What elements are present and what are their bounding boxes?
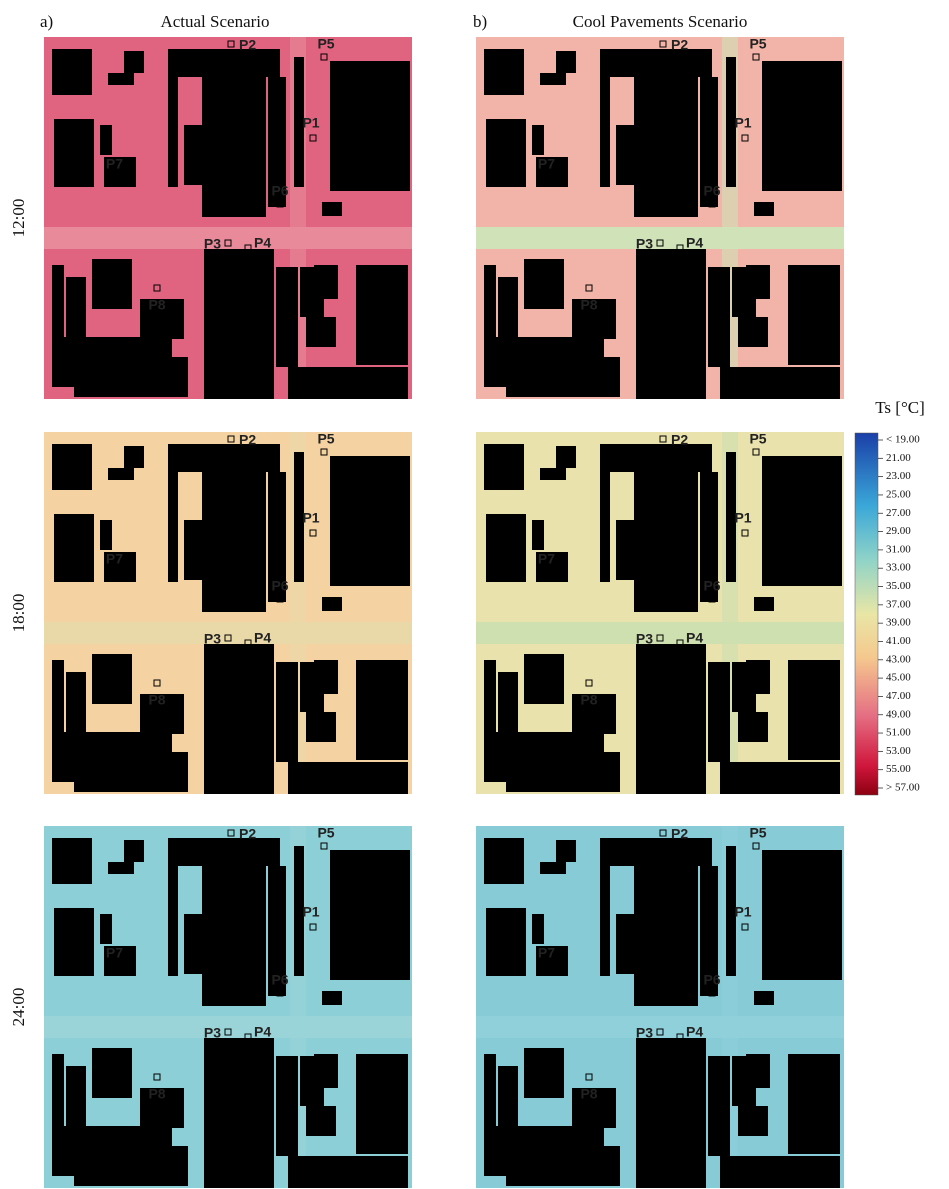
point-label: P5 <box>749 36 766 52</box>
point-label: P4 <box>254 235 271 251</box>
map-panel: P1 P2 P3 P4 P5 P6 P7 P8 <box>476 825 844 1188</box>
point-label: P8 <box>148 1086 165 1102</box>
point-label: P1 <box>302 510 319 526</box>
colorbar-label: 31.00 <box>886 543 911 555</box>
map-panel: P1 P2 P3 P4 P5 P6 P7 P8 <box>44 431 412 794</box>
point-label: P7 <box>538 156 555 172</box>
colorbar-label: 27.00 <box>886 507 911 519</box>
figure: a) Actual Scenario b) Cool Pavements Sce… <box>0 0 949 1189</box>
point-label: P6 <box>271 578 288 594</box>
colorbar-label: 47.00 <box>886 690 911 702</box>
colorbar-label: 25.00 <box>886 488 911 500</box>
point-label: P2 <box>239 826 256 842</box>
col-letter: b) <box>473 12 487 31</box>
col-title: Actual Scenario <box>160 12 269 31</box>
point-label: P6 <box>703 183 720 199</box>
point-label: P7 <box>106 945 123 961</box>
point-label: P6 <box>271 972 288 988</box>
colorbar-label: 33.00 <box>886 562 911 574</box>
colorbar-label: 45.00 <box>886 672 911 684</box>
colorbar-title: Ts [°C] <box>875 398 925 417</box>
point-label: P4 <box>686 1024 703 1040</box>
point-label: P4 <box>686 630 703 646</box>
colorbar-label: > 57.00 <box>886 782 920 794</box>
point-label: P3 <box>636 236 653 252</box>
point-label: P8 <box>580 297 597 313</box>
row-label: 12:00 <box>9 199 28 238</box>
point-label: P1 <box>302 115 319 131</box>
point-label: P1 <box>734 904 751 920</box>
map-panel: P1 P2 P3 P4 P5 P6 P7 P8 <box>476 36 844 399</box>
colorbar-label: 29.00 <box>886 525 911 537</box>
point-label: P4 <box>686 235 703 251</box>
colorbar-label: 23.00 <box>886 470 911 482</box>
point-label: P5 <box>317 36 334 52</box>
point-label: P2 <box>671 37 688 53</box>
map-panel: P1 P2 P3 P4 P5 P6 P7 P8 <box>476 431 844 794</box>
point-label: P3 <box>204 236 221 252</box>
point-label: P3 <box>204 1025 221 1041</box>
colorbar-label: 43.00 <box>886 653 911 665</box>
point-label: P3 <box>636 1025 653 1041</box>
colorbar-label: 35.00 <box>886 580 911 592</box>
colorbar-label: 55.00 <box>886 763 911 775</box>
colorbar-label: 51.00 <box>886 727 911 739</box>
point-label: P2 <box>239 37 256 53</box>
point-label: P5 <box>749 431 766 447</box>
row-label: 24:00 <box>9 988 28 1027</box>
point-label: P2 <box>671 826 688 842</box>
point-label: P3 <box>204 631 221 647</box>
point-label: P8 <box>148 692 165 708</box>
row-label: 18:00 <box>9 594 28 633</box>
colorbar <box>855 433 878 795</box>
point-label: P2 <box>239 432 256 448</box>
colorbar-label: 21.00 <box>886 452 911 464</box>
colorbar-label: 37.00 <box>886 598 911 610</box>
point-label: P2 <box>671 432 688 448</box>
point-label: P7 <box>538 945 555 961</box>
point-label: P1 <box>734 510 751 526</box>
point-label: P1 <box>734 115 751 131</box>
point-label: P4 <box>254 630 271 646</box>
colorbar-label: 39.00 <box>886 617 911 629</box>
point-label: P7 <box>538 551 555 567</box>
point-label: P6 <box>703 578 720 594</box>
colorbar-label: 41.00 <box>886 635 911 647</box>
map-panel: P1 P2 P3 P4 P5 P6 P7 P8 <box>44 36 412 399</box>
point-label: P8 <box>580 1086 597 1102</box>
point-label: P3 <box>636 631 653 647</box>
point-label: P1 <box>302 904 319 920</box>
colorbar-label: 53.00 <box>886 745 911 757</box>
map-panel: P1 P2 P3 P4 P5 P6 P7 P8 <box>44 825 412 1188</box>
point-label: P4 <box>254 1024 271 1040</box>
point-label: P6 <box>703 972 720 988</box>
point-label: P7 <box>106 156 123 172</box>
point-label: P5 <box>749 825 766 841</box>
col-letter: a) <box>40 12 53 31</box>
col-title: Cool Pavements Scenario <box>573 12 748 31</box>
point-label: P5 <box>317 825 334 841</box>
point-label: P5 <box>317 431 334 447</box>
point-label: P8 <box>148 297 165 313</box>
colorbar-label: < 19.00 <box>886 434 920 446</box>
point-label: P6 <box>271 183 288 199</box>
point-label: P7 <box>106 551 123 567</box>
point-label: P8 <box>580 692 597 708</box>
colorbar-label: 49.00 <box>886 708 911 720</box>
